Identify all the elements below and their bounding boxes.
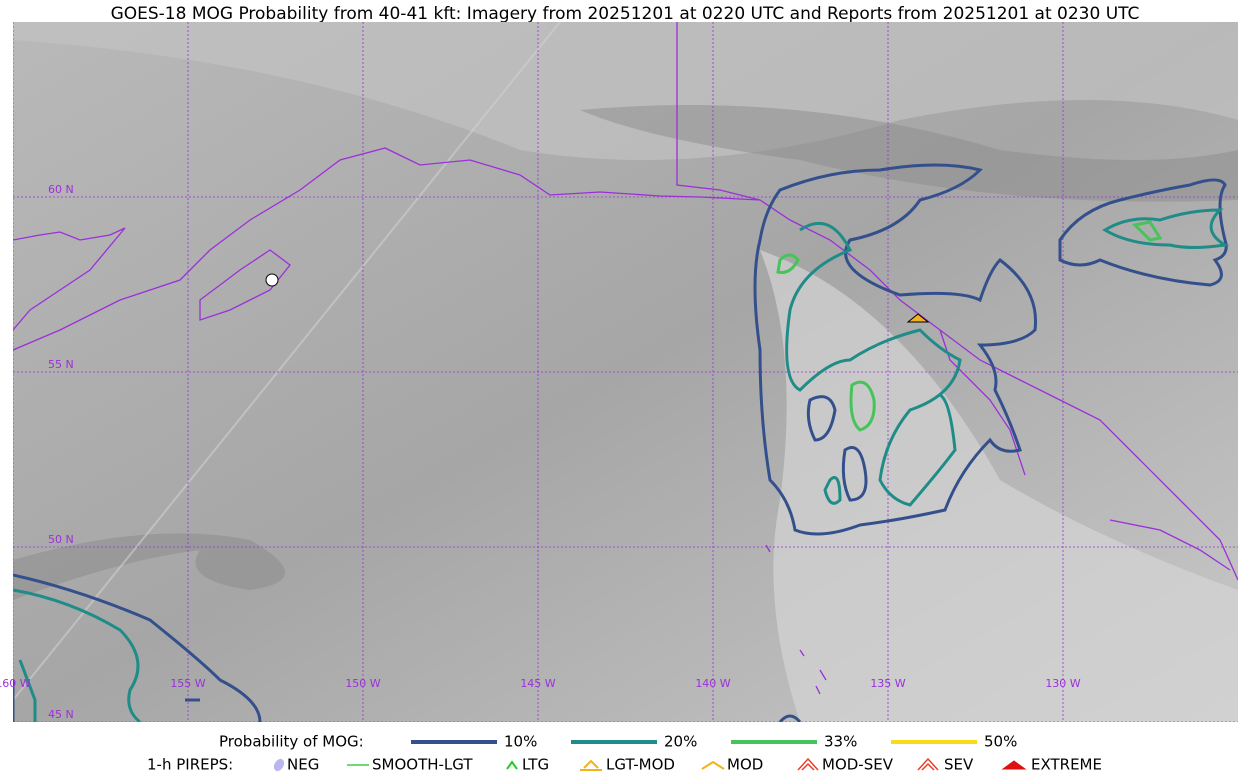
imagery-feature — [580, 105, 1238, 202]
mog-contours — [13, 163, 1230, 722]
legend-label: LGT-MOD — [606, 756, 675, 774]
legend-label: 10% — [504, 733, 537, 751]
legend: Probability of MOG: 10% 20% 33% 50% 1-h PIREP… — [147, 733, 1102, 774]
legend-label: 20% — [664, 733, 697, 751]
border — [676, 22, 761, 201]
lon-label: 140 W — [695, 677, 730, 690]
lat-label: 60 N — [48, 183, 74, 196]
map — [13, 22, 1238, 722]
lon-label: 145 W — [520, 677, 555, 690]
title: GOES-18 MOG Probability from 40-41 kft: … — [111, 4, 1140, 24]
legend-label: MOD — [727, 756, 763, 774]
legend-icon — [701, 760, 725, 770]
lon-label: 160 W — [0, 677, 31, 690]
imagery-feature — [13, 533, 285, 600]
legend-label: MOD-SEV — [822, 756, 894, 774]
pirep-report — [906, 313, 930, 323]
contour-10 — [806, 395, 868, 502]
lon-label: 135 W — [870, 677, 905, 690]
contour-20 — [785, 221, 962, 507]
lon-label: 130 W — [1045, 677, 1080, 690]
legend-icon — [273, 758, 285, 772]
legend-label: NEG — [287, 756, 319, 774]
coastlines — [13, 22, 1238, 695]
legend-label: EXTREME — [1031, 756, 1102, 774]
legend-icon — [506, 760, 518, 770]
pirep-report — [265, 273, 279, 287]
coastline — [199, 249, 291, 321]
legend-title: Probability of MOG: — [219, 733, 364, 751]
legend-label: SMOOTH-LGT — [372, 756, 473, 774]
lat-label: 50 N — [48, 533, 74, 546]
lon-label: 150 W — [345, 677, 380, 690]
coastline — [13, 147, 1238, 581]
legend-icon — [1001, 760, 1027, 770]
legend-label: 33% — [824, 733, 857, 751]
contour-10 — [753, 163, 1038, 536]
contour-20 — [13, 476, 842, 722]
pirep-reports — [265, 273, 930, 323]
imagery-artifact — [13, 22, 561, 701]
legend-label: SEV — [944, 756, 974, 774]
coastline — [765, 544, 827, 695]
imagery-feature — [13, 22, 1238, 160]
imagery-feature — [760, 250, 1238, 722]
graticule — [13, 22, 1238, 722]
lat-label: 45 N — [48, 708, 74, 721]
coastline — [13, 227, 126, 331]
legend-icon — [580, 759, 602, 771]
legend-label: 50% — [984, 733, 1017, 751]
legend-title: 1-h PIREPS: — [147, 756, 233, 774]
lon-label: 155 W — [170, 677, 205, 690]
contour-20 — [1102, 208, 1230, 249]
legend-icon — [797, 757, 819, 771]
contour-10 — [13, 573, 802, 722]
contour-33 — [776, 220, 1163, 432]
legend-label: LTG — [522, 756, 549, 774]
lat-label: 55 N — [48, 358, 74, 371]
legend-icon — [917, 757, 939, 771]
contour-10 — [1058, 178, 1228, 287]
